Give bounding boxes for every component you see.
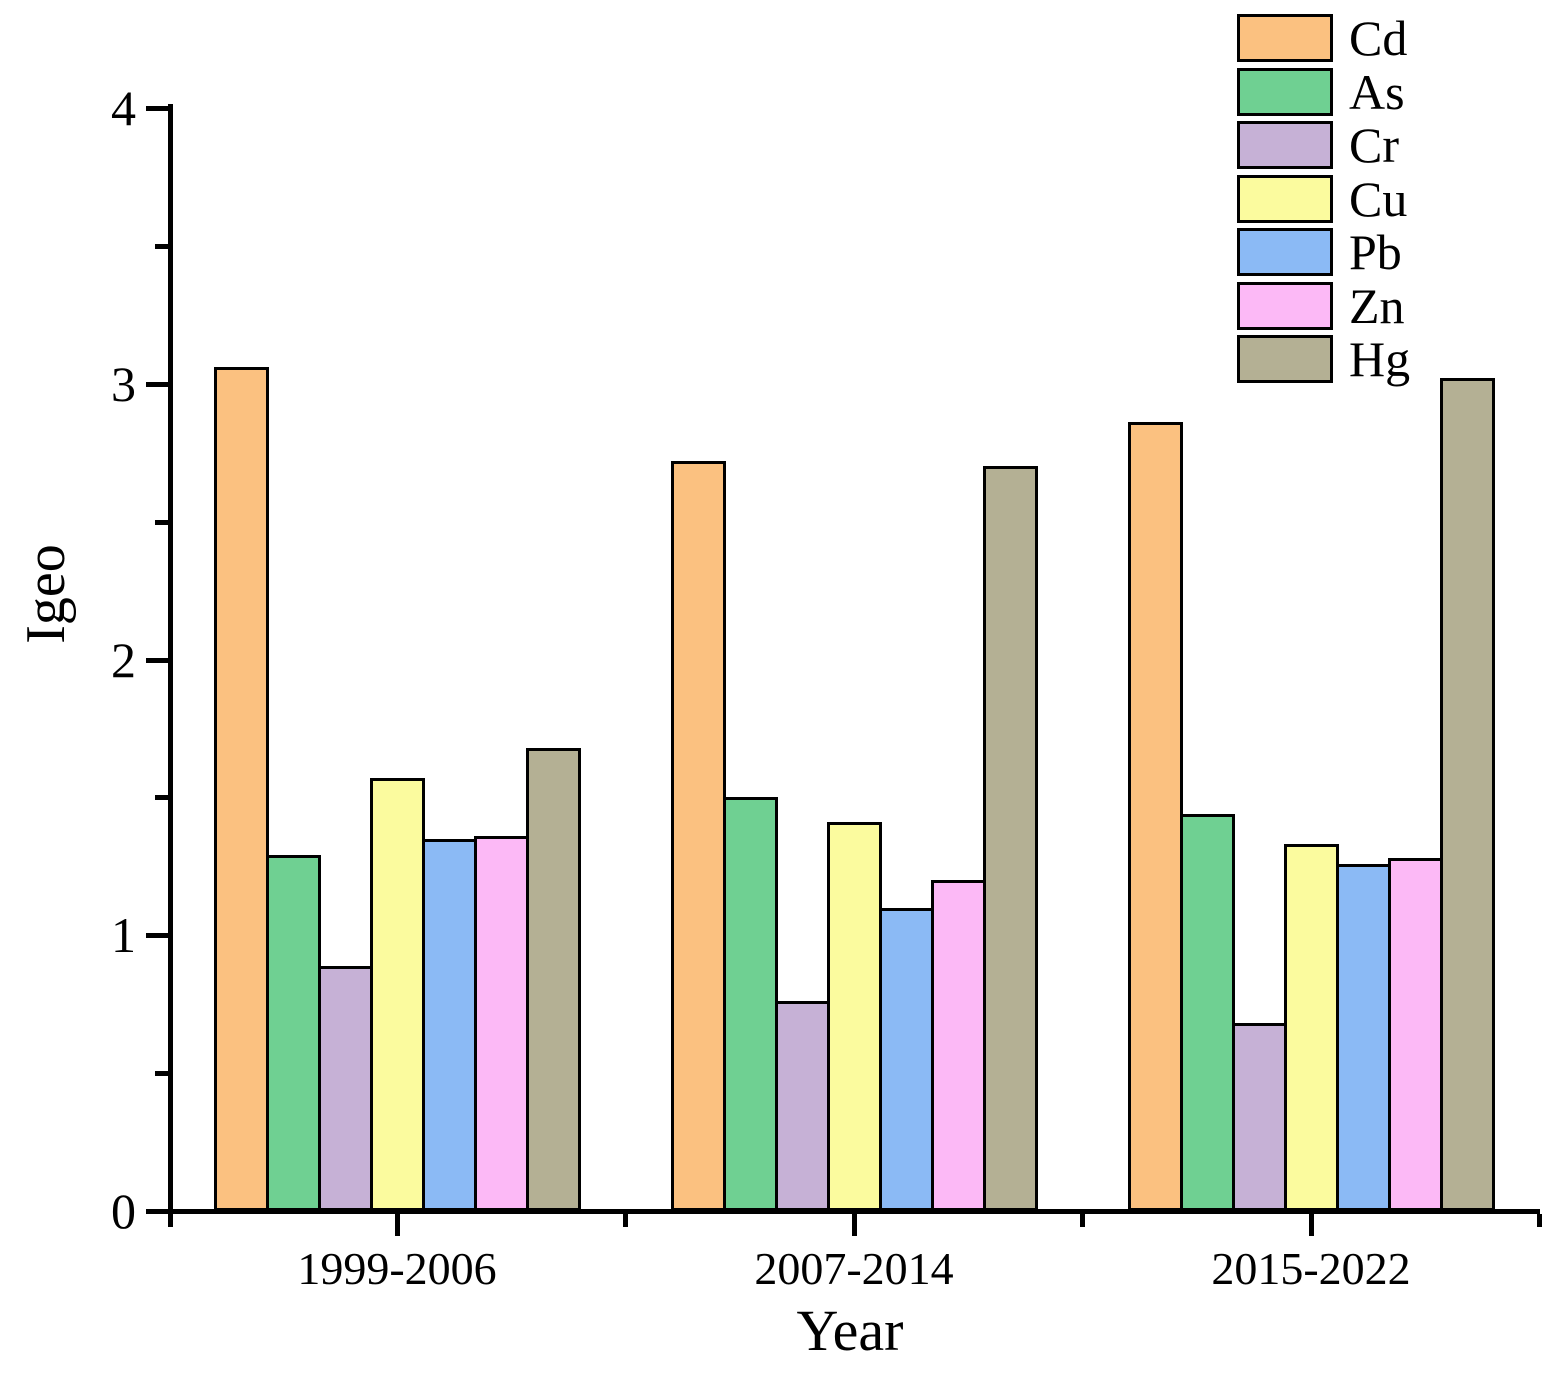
legend-label: As <box>1349 63 1405 120</box>
legend-item-cr: Cr <box>1237 120 1399 170</box>
x-axis-group-tick <box>852 1214 857 1236</box>
x-axis-group-tick <box>1309 1214 1314 1236</box>
legend: Cd As Cr Cu Pb Zn Hg <box>1237 13 1537 393</box>
bar-hg-1999-2006 <box>525 747 581 1211</box>
bar-hg-2015-2022 <box>1439 378 1495 1211</box>
bar-cd-2007-2014 <box>670 460 726 1211</box>
legend-label: Cd <box>1349 10 1408 66</box>
bar-as-2015-2022 <box>1179 813 1235 1211</box>
y-axis-major-tick <box>146 657 168 663</box>
legend-swatch-cd <box>1237 14 1333 62</box>
y-axis-tick-label: 0 <box>111 1183 136 1239</box>
bar-cr-2015-2022 <box>1231 1023 1287 1211</box>
legend-item-pb: Pb <box>1237 227 1402 277</box>
x-axis-boundary-tick <box>1080 1214 1085 1227</box>
bar-cu-1999-2006 <box>369 778 425 1211</box>
legend-label: Cu <box>1349 170 1408 227</box>
y-axis-minor-tick <box>155 243 168 249</box>
bar-cd-2015-2022 <box>1127 422 1183 1211</box>
bar-as-1999-2006 <box>265 855 321 1211</box>
legend-swatch-cu <box>1237 174 1333 223</box>
bar-cu-2015-2022 <box>1283 844 1339 1211</box>
legend-swatch-hg <box>1237 335 1333 383</box>
legend-item-cd: Cd <box>1237 13 1407 63</box>
bar-cr-1999-2006 <box>317 965 373 1211</box>
x-axis-group-tick <box>395 1214 400 1236</box>
legend-item-hg: Hg <box>1237 334 1410 384</box>
legend-label: Hg <box>1349 331 1411 387</box>
x-axis-line <box>166 1209 1540 1214</box>
bar-cr-2007-2014 <box>774 1001 830 1211</box>
bar-zn-1999-2006 <box>473 835 529 1211</box>
legend-swatch-zn <box>1237 281 1333 330</box>
legend-swatch-cr <box>1237 121 1333 169</box>
bar-pb-2015-2022 <box>1335 863 1391 1211</box>
y-axis-title: Igeo <box>15 544 77 644</box>
x-axis-category-label: 2015-2022 <box>1211 1243 1411 1294</box>
y-axis-minor-tick <box>155 1071 168 1077</box>
x-axis-boundary-tick <box>1537 1214 1542 1227</box>
y-axis-major-tick <box>146 1209 168 1214</box>
bar-pb-1999-2006 <box>421 838 477 1211</box>
y-axis-tick-label: 3 <box>111 355 136 412</box>
legend-swatch-pb <box>1237 228 1333 276</box>
legend-label: Pb <box>1349 224 1402 280</box>
y-axis-tick-label: 2 <box>111 631 136 688</box>
bar-cd-1999-2006 <box>213 367 269 1211</box>
y-axis-major-tick <box>146 933 168 939</box>
bar-cu-2007-2014 <box>826 822 882 1211</box>
bar-as-2007-2014 <box>722 797 778 1211</box>
x-axis-category-label: 2007-2014 <box>754 1243 954 1294</box>
y-axis-major-tick <box>146 106 168 111</box>
bar-zn-2007-2014 <box>930 880 986 1211</box>
y-axis-minor-tick <box>155 795 168 801</box>
bar-hg-2007-2014 <box>982 466 1038 1211</box>
y-axis-tick-label: 4 <box>111 80 136 136</box>
y-axis-major-tick <box>146 381 168 387</box>
legend-label: Cr <box>1349 117 1399 173</box>
legend-item-zn: Zn <box>1237 281 1405 331</box>
bar-pb-2007-2014 <box>878 907 934 1211</box>
bar-zn-2015-2022 <box>1387 858 1443 1211</box>
x-axis-title: Year <box>796 1298 904 1363</box>
y-axis-minor-tick <box>155 519 168 525</box>
y-axis-line <box>168 104 173 1227</box>
y-axis-tick-label: 1 <box>111 907 136 964</box>
legend-swatch-as <box>1237 67 1333 116</box>
legend-item-cu: Cu <box>1237 174 1407 224</box>
legend-item-as: As <box>1237 67 1405 117</box>
x-axis-boundary-tick <box>623 1214 628 1227</box>
legend-label: Zn <box>1349 277 1405 334</box>
x-axis-category-label: 1999-2006 <box>297 1243 497 1294</box>
